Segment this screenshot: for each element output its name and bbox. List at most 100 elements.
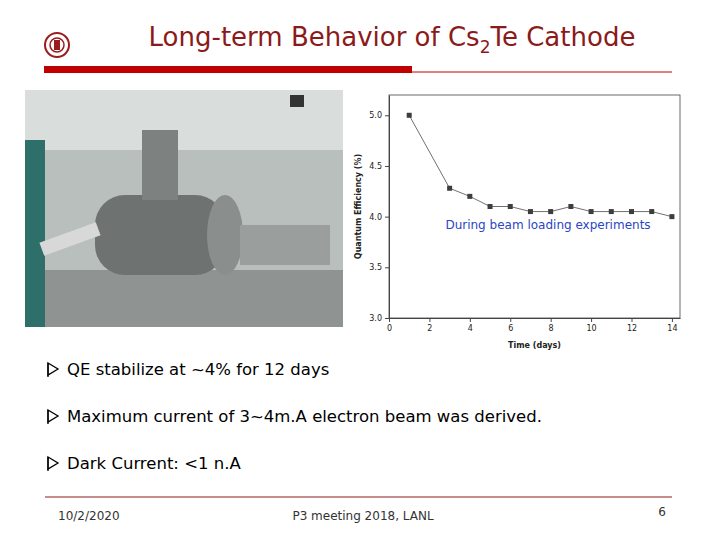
title-part: Long-term Behavior of Cs: [149, 22, 480, 52]
bullet-arrow-stem: [47, 457, 48, 471]
tick: 6: [508, 318, 513, 333]
tick-label: 3.0: [369, 314, 382, 323]
tick-mark: [470, 318, 471, 322]
data-point: [488, 204, 493, 209]
bullet: QE stabilize at ~4% for 12 days: [48, 360, 329, 379]
tick: 3.0: [369, 314, 389, 323]
axis-line: [389, 96, 390, 319]
tick: 3.5: [369, 263, 389, 272]
bullet-text: Dark Current: <1 n.A: [67, 454, 241, 473]
annotation: During beam loading experiments: [445, 218, 650, 232]
data-point: [447, 186, 452, 191]
bullet-arrow: [48, 410, 58, 422]
data-point: [548, 209, 553, 214]
tick-mark: [385, 166, 389, 167]
footer-date: 10/2/2020: [58, 509, 120, 523]
tick-label: 2: [427, 324, 432, 333]
photo-flange: [207, 195, 243, 275]
photo-floor: [25, 270, 343, 327]
tick-mark: [385, 115, 389, 116]
data-line: [409, 115, 672, 216]
tick: 10: [586, 318, 596, 333]
photo-column: [142, 130, 178, 200]
bullet-text: Maximum current of 3~4m.A electron beam …: [67, 407, 542, 426]
data-point: [649, 209, 654, 214]
tick: 5.0: [369, 111, 389, 120]
logo-mark: [54, 40, 60, 50]
logo-inner: [50, 38, 64, 52]
plot-marks: [407, 113, 675, 219]
plot-frame: [389, 95, 680, 318]
data-point: [528, 209, 533, 214]
tick-label: 14: [667, 324, 677, 333]
slide: Long-term Behavior of Cs2Te Cathode02468…: [0, 0, 720, 540]
tick-label: 3.5: [369, 263, 382, 272]
title-bar: [44, 66, 412, 73]
x-axis-title: Time (days): [508, 341, 561, 350]
tick-mark: [672, 318, 673, 322]
photo-stage: [240, 225, 330, 265]
photo-wall: [25, 90, 343, 150]
tick-mark: [551, 318, 552, 322]
background: [0, 0, 720, 540]
tick-mark: [591, 318, 592, 322]
y-axis-title: Quantum Efficiency (%): [354, 154, 363, 259]
tick: 14: [667, 318, 677, 333]
tick-label: 10: [586, 324, 596, 333]
chart-bg: [345, 85, 700, 355]
tick-mark: [385, 267, 389, 268]
photo-chamber: [95, 195, 225, 275]
tick-mark: [385, 318, 389, 319]
footer-rule: [45, 497, 672, 498]
bullet: Dark Current: <1 n.A: [48, 454, 241, 473]
tick: 4.0: [369, 213, 389, 222]
footer-event: P3 meeting 2018, LANL: [292, 509, 434, 523]
title-subscript: 2: [480, 37, 491, 57]
photo-bg: [25, 90, 343, 327]
title-rule: [412, 72, 672, 73]
tick: 2: [427, 318, 432, 333]
data-point: [609, 209, 614, 214]
tick: 4.5: [369, 162, 389, 171]
bullet-arrow-stem: [47, 363, 48, 377]
tick: 4: [468, 318, 473, 333]
bullet-arrow: [48, 363, 58, 375]
tick: 12: [627, 318, 637, 333]
photo-cabinet: [25, 140, 45, 327]
footer-page: 6: [658, 505, 666, 519]
tick-label: 5.0: [369, 111, 382, 120]
data-point: [669, 214, 674, 219]
tick-mark: [632, 318, 633, 322]
photo-pipe: [39, 222, 100, 256]
data-point: [589, 209, 594, 214]
logo-ring: [45, 33, 69, 57]
tick-mark: [389, 318, 390, 322]
photo: [25, 90, 343, 327]
tick-label: 4.0: [369, 213, 382, 222]
tick-mark: [510, 318, 511, 322]
tick-label: 4.5: [369, 162, 382, 171]
data-point: [467, 194, 472, 199]
bullet-arrow-stem: [47, 410, 48, 424]
data-point: [568, 204, 573, 209]
data-point: [629, 209, 634, 214]
tick-label: 12: [627, 324, 637, 333]
title-part: Te Cathode: [489, 22, 635, 52]
tick: 0: [387, 318, 392, 333]
logo: [45, 33, 69, 57]
tick-label: 6: [508, 324, 513, 333]
tick-label: 4: [468, 324, 473, 333]
slide-title: Long-term Behavior of Cs2Te Cathode: [149, 22, 636, 57]
bullet: Maximum current of 3~4m.A electron beam …: [48, 407, 542, 426]
tick-mark: [429, 318, 430, 322]
data-point: [407, 113, 412, 118]
axis-line: [390, 318, 681, 319]
bullet-text: QE stabilize at ~4% for 12 days: [67, 360, 329, 379]
bullet-arrow: [48, 457, 58, 469]
y-axis: 3.0 3.5 4.0 4.5 5.0: [369, 96, 389, 324]
photo-camera: [290, 95, 304, 107]
tick: 8: [549, 318, 554, 333]
tick-label: 0: [387, 324, 392, 333]
tick-mark: [385, 217, 389, 218]
tick-label: 8: [549, 324, 554, 333]
